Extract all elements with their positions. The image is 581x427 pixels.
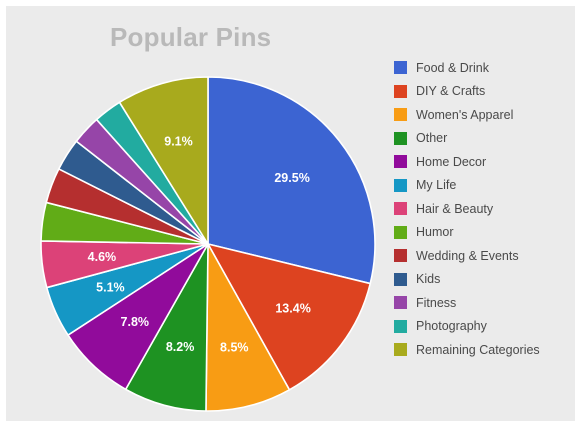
data-label-remaining-categories: 9.1% <box>164 134 193 148</box>
legend-swatch <box>394 225 407 239</box>
legend-swatch <box>394 272 407 286</box>
legend-item-wedding-and-events: Wedding & Events <box>394 244 540 268</box>
legend-item-diy-and-crafts: DIY & Crafts <box>394 80 540 104</box>
legend-swatch <box>394 61 407 75</box>
legend-item-women-s-apparel: Women's Apparel <box>394 103 540 127</box>
legend-item-hair-and-beauty: Hair & Beauty <box>394 197 540 221</box>
slice-diy-and-crafts <box>207 243 372 391</box>
legend-label: Other <box>416 131 448 146</box>
legend-swatch <box>394 178 407 192</box>
legend-swatch <box>394 202 407 216</box>
legend-label: Home Decor <box>416 154 487 169</box>
data-label-diy-and-crafts: 13.4% <box>275 302 310 316</box>
legend-label: Wedding & Events <box>416 248 519 263</box>
data-label-other: 8.2% <box>166 340 195 354</box>
legend-label: Humor <box>416 225 454 240</box>
legend-item-kids: Kids <box>394 268 540 292</box>
data-label-women-s-apparel: 8.5% <box>220 341 249 355</box>
data-label-food-and-drink: 29.5% <box>274 171 309 185</box>
data-label-my-life: 5.1% <box>96 281 125 295</box>
legend-item-fitness: Fitness <box>394 291 540 315</box>
legend-swatch <box>394 131 407 145</box>
chart-legend: Food & Drink DIY & Crafts Women's Apparel O… <box>394 56 540 362</box>
legend-swatch <box>394 249 407 263</box>
legend-item-food-and-drink: Food & Drink <box>394 56 540 80</box>
legend-label: Kids <box>416 272 441 287</box>
slice-women-s-apparel <box>205 243 291 412</box>
legend-swatch <box>394 343 407 357</box>
legend-label: My Life <box>416 178 457 193</box>
legend-swatch <box>394 84 407 98</box>
legend-swatch <box>394 296 407 310</box>
legend-item-my-life: My Life <box>394 174 540 198</box>
legend-item-humor: Humor <box>394 221 540 245</box>
legend-item-photography: Photography <box>394 315 540 339</box>
chart-title: Popular Pins <box>110 22 272 52</box>
legend-label: Remaining Categories <box>416 342 540 357</box>
legend-swatch <box>394 155 407 169</box>
legend-swatch <box>394 319 407 333</box>
legend-item-other: Other <box>394 127 540 151</box>
data-label-hair-and-beauty: 4.6% <box>88 250 117 264</box>
legend-label: DIY & Crafts <box>416 84 486 99</box>
legend-swatch <box>394 108 407 122</box>
legend-label: Fitness <box>416 295 457 310</box>
legend-item-remaining-categories: Remaining Categories <box>394 338 540 362</box>
legend-item-home-decor: Home Decor <box>394 150 540 174</box>
slice-food-and-drink <box>207 76 376 285</box>
legend-label: Food & Drink <box>416 60 489 75</box>
data-label-home-decor: 7.8% <box>121 315 150 329</box>
legend-label: Hair & Beauty <box>416 201 494 216</box>
slice-remaining-categories <box>118 76 209 245</box>
legend-label: Photography <box>416 319 487 334</box>
legend-label: Women's Apparel <box>416 107 514 122</box>
